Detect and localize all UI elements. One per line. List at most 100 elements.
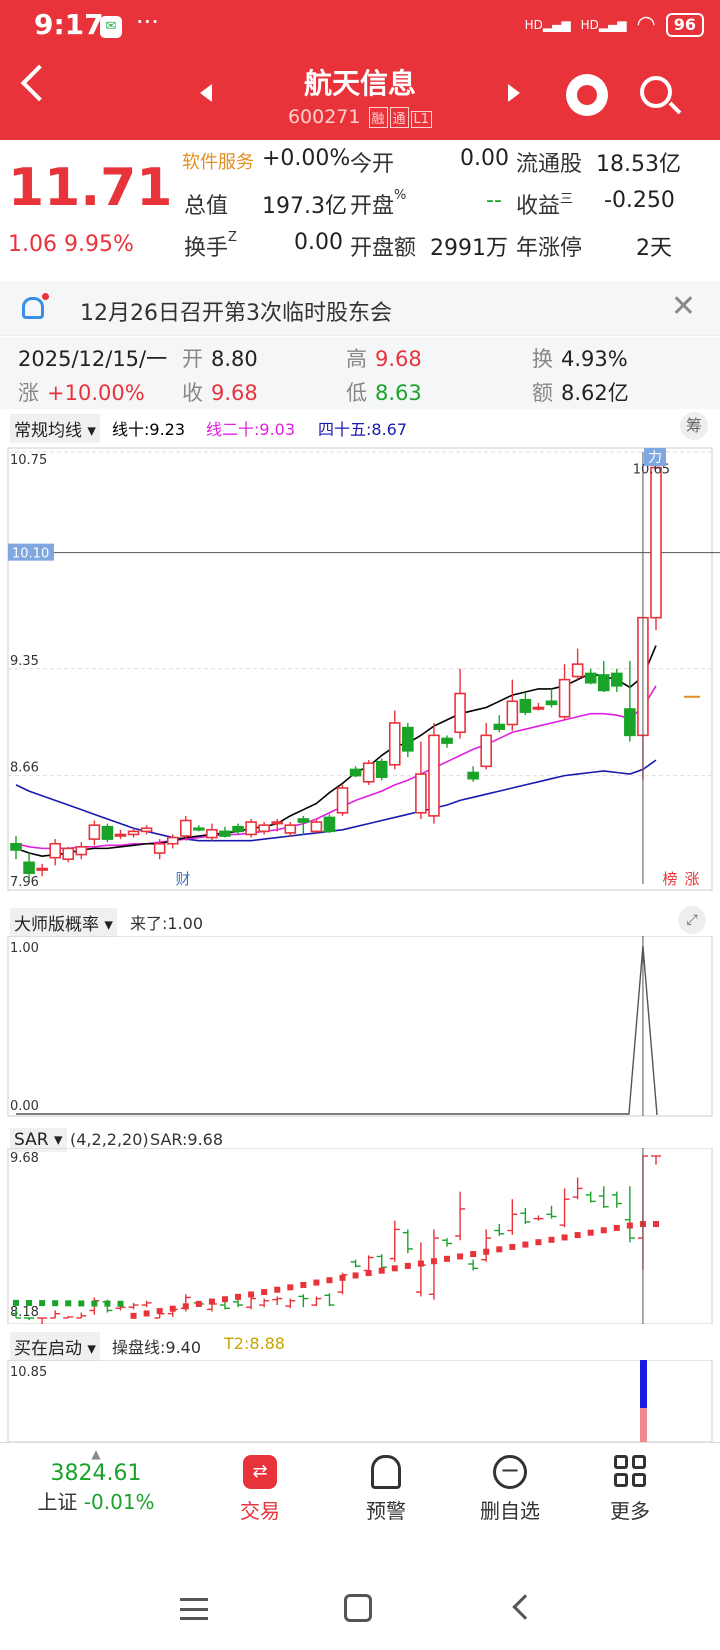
mcap-value: 197.3亿 xyxy=(262,194,347,219)
alert-button[interactable]: 预警 xyxy=(346,1455,426,1524)
candle-body xyxy=(179,819,192,837)
y-tick-label: 9.35 xyxy=(10,654,39,669)
sar-dot xyxy=(404,1262,411,1269)
candle-body xyxy=(297,818,310,823)
stock-name: 航天信息 xyxy=(303,67,416,100)
open-value: -- xyxy=(486,188,502,213)
trade-button[interactable]: ⇄ 交易 xyxy=(220,1455,300,1524)
open-label: 开盘% xyxy=(350,188,407,219)
candle-body xyxy=(467,771,479,780)
candle-body xyxy=(193,827,205,831)
candle-body xyxy=(441,737,453,744)
y-tick-label: 0.00 xyxy=(10,1099,39,1114)
app-header: 9:17 ✉ ··· HD▂▄▆ HD▂▄▆ ◠ 96 航天信息 600271 … xyxy=(0,0,720,140)
float-value: 18.53亿 xyxy=(596,152,681,177)
sar-dot xyxy=(365,1270,372,1277)
system-nav-bar xyxy=(0,1566,720,1650)
day-open: 开 8.80 xyxy=(182,347,258,371)
sar-chart[interactable]: 9.68 8.18 xyxy=(0,1148,720,1324)
last-price: 11.71 xyxy=(8,158,173,218)
open-amount-label: 开盘额 xyxy=(350,236,417,261)
ma45-line xyxy=(15,759,657,842)
buy-indicator-select[interactable]: 买在启动 ▾ xyxy=(10,1332,100,1361)
main-indicator-select[interactable]: 常规均线 ▾ xyxy=(10,414,100,443)
t2-readout: T2:8.88 xyxy=(224,1334,285,1353)
sar-dot xyxy=(169,1305,176,1312)
assistant-icon[interactable] xyxy=(566,74,608,116)
candle-body xyxy=(232,825,244,833)
candle-body xyxy=(597,674,610,692)
sar-dot xyxy=(261,1289,268,1296)
bell-outline-icon xyxy=(371,1455,401,1489)
day-detail: 2025/12/15/一 开 8.80 高 9.68 换 4.93% 涨 +10.00%… xyxy=(0,337,720,409)
candle-body xyxy=(140,827,153,833)
float-label: 流通股 xyxy=(516,152,583,177)
index-line: 上证 -0.01% xyxy=(37,1490,155,1514)
prob-frame xyxy=(7,936,713,1117)
candle-body xyxy=(650,466,662,619)
sar-dot xyxy=(208,1298,215,1305)
chip-button[interactable]: 筹 xyxy=(680,412,708,440)
close-icon[interactable]: ✕ xyxy=(670,289,696,324)
prev-stock-icon[interactable] xyxy=(200,84,212,102)
sar-dot xyxy=(613,1224,620,1231)
sar-indicator-row: SAR ▾ (4,2,2,20) SAR:9.68 xyxy=(0,1124,720,1156)
candle-body xyxy=(624,708,636,737)
sar-dot xyxy=(653,1221,659,1228)
ref-price-tag xyxy=(8,543,54,561)
sar-dot xyxy=(26,1299,33,1306)
more-button[interactable]: 更多 xyxy=(590,1455,670,1524)
candle-body xyxy=(245,821,257,836)
expand-icon[interactable]: ⤢ xyxy=(678,906,706,934)
menu-icon[interactable] xyxy=(180,1598,208,1620)
wechat-icon: ✉ xyxy=(100,16,122,38)
candle-body xyxy=(62,847,75,861)
candle-body xyxy=(258,824,270,833)
kline-chart[interactable]: 10.75 10.10 9.35 8.66 7.96 10.65力财 榜涨 xyxy=(0,444,720,904)
index-widget[interactable]: ▲ 3824.61 上证 -0.01% xyxy=(36,1447,156,1515)
y-tick-label: 7.96 xyxy=(10,875,39,890)
trade-line-readout: 操盘线:9.40 xyxy=(112,1338,202,1357)
candle-body xyxy=(323,816,336,833)
candle-body xyxy=(545,700,558,706)
candle-body xyxy=(166,836,179,845)
wifi-icon: ◠ xyxy=(636,12,656,37)
day-turnover: 换 4.93% xyxy=(532,347,628,371)
search-icon[interactable] xyxy=(640,76,672,108)
prob-chart[interactable]: 1.00 0.00 xyxy=(0,936,720,1122)
turnover-value: 0.00 xyxy=(294,230,343,255)
buy-indicator-row: 买在启动 ▾ 操盘线:9.40 T2:8.88 xyxy=(0,1328,720,1361)
chart-area[interactable]: 常规均线 ▾ 线十:9.23 线二十:9.03 四十五:8.67 筹 10.75… xyxy=(0,410,720,1442)
announcement-bar[interactable]: 12月26日召开第3次临时股东会 ✕ xyxy=(0,282,720,336)
candle-body xyxy=(206,829,218,839)
sar-dot xyxy=(195,1300,202,1307)
home-icon[interactable] xyxy=(344,1594,372,1622)
y-tick-label: 8.18 xyxy=(10,1305,39,1320)
announcement-text[interactable]: 12月26日召开第3次临时股东会 xyxy=(80,301,392,326)
remove-watch-button[interactable]: − 删自选 xyxy=(460,1455,560,1524)
sar-dot xyxy=(287,1284,294,1291)
candle-body xyxy=(506,700,519,726)
index-value: 3824.61 xyxy=(50,1461,142,1486)
status-icons: HD▂▄▆ HD▂▄▆ ◠ 96 xyxy=(525,12,704,37)
day-amount: 额 8.62亿 xyxy=(532,381,629,405)
candle-body xyxy=(310,821,323,833)
bell-icon xyxy=(22,297,44,319)
sector-name[interactable]: 软件服务 xyxy=(182,152,254,173)
bottom-toolbar: ▲ 3824.61 上证 -0.01% ⇄ 交易 预警 − 删自选 更多 xyxy=(0,1442,720,1524)
prob-readout: 来了:1.00 xyxy=(130,914,204,933)
prob-indicator-select[interactable]: 大师版概率 ▾ xyxy=(10,908,117,937)
nav-back-icon[interactable] xyxy=(512,1594,538,1620)
candle-body xyxy=(10,842,22,851)
y-tick-label: 10.75 xyxy=(10,453,47,468)
candle-body xyxy=(493,723,506,730)
sar-dot xyxy=(274,1286,281,1293)
today-open-label: 今开 xyxy=(350,152,395,177)
candle-body xyxy=(219,830,231,837)
candle-body xyxy=(36,867,48,871)
next-stock-icon[interactable] xyxy=(508,84,520,102)
candle-body xyxy=(362,762,375,783)
sar-dot xyxy=(352,1272,359,1279)
day-high: 高 9.68 xyxy=(346,347,422,371)
ma45-readout: 四十五:8.67 xyxy=(318,420,408,439)
